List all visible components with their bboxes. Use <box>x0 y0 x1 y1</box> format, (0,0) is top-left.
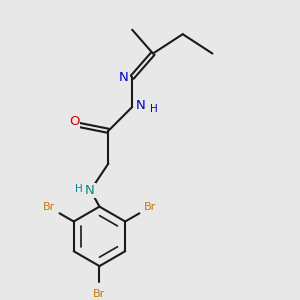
Text: H: H <box>150 104 158 114</box>
Text: N: N <box>136 99 146 112</box>
Text: Br: Br <box>143 202 156 212</box>
Text: Br: Br <box>93 289 106 299</box>
Text: O: O <box>69 115 80 128</box>
Text: H: H <box>75 184 83 194</box>
Text: N: N <box>119 71 129 84</box>
Text: N: N <box>85 184 95 197</box>
Text: Br: Br <box>43 202 56 212</box>
